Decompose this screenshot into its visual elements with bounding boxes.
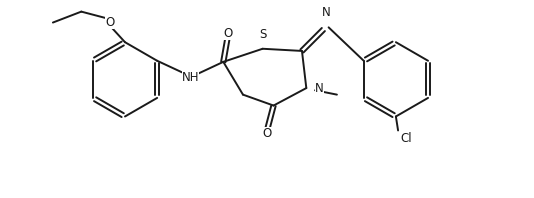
Text: Cl: Cl [400,132,412,145]
Text: S: S [259,28,266,41]
Text: O: O [262,128,272,140]
Text: O: O [105,16,114,29]
Text: O: O [223,27,232,40]
Text: N: N [315,82,324,95]
Text: NH: NH [182,71,199,84]
Text: N: N [321,6,331,19]
